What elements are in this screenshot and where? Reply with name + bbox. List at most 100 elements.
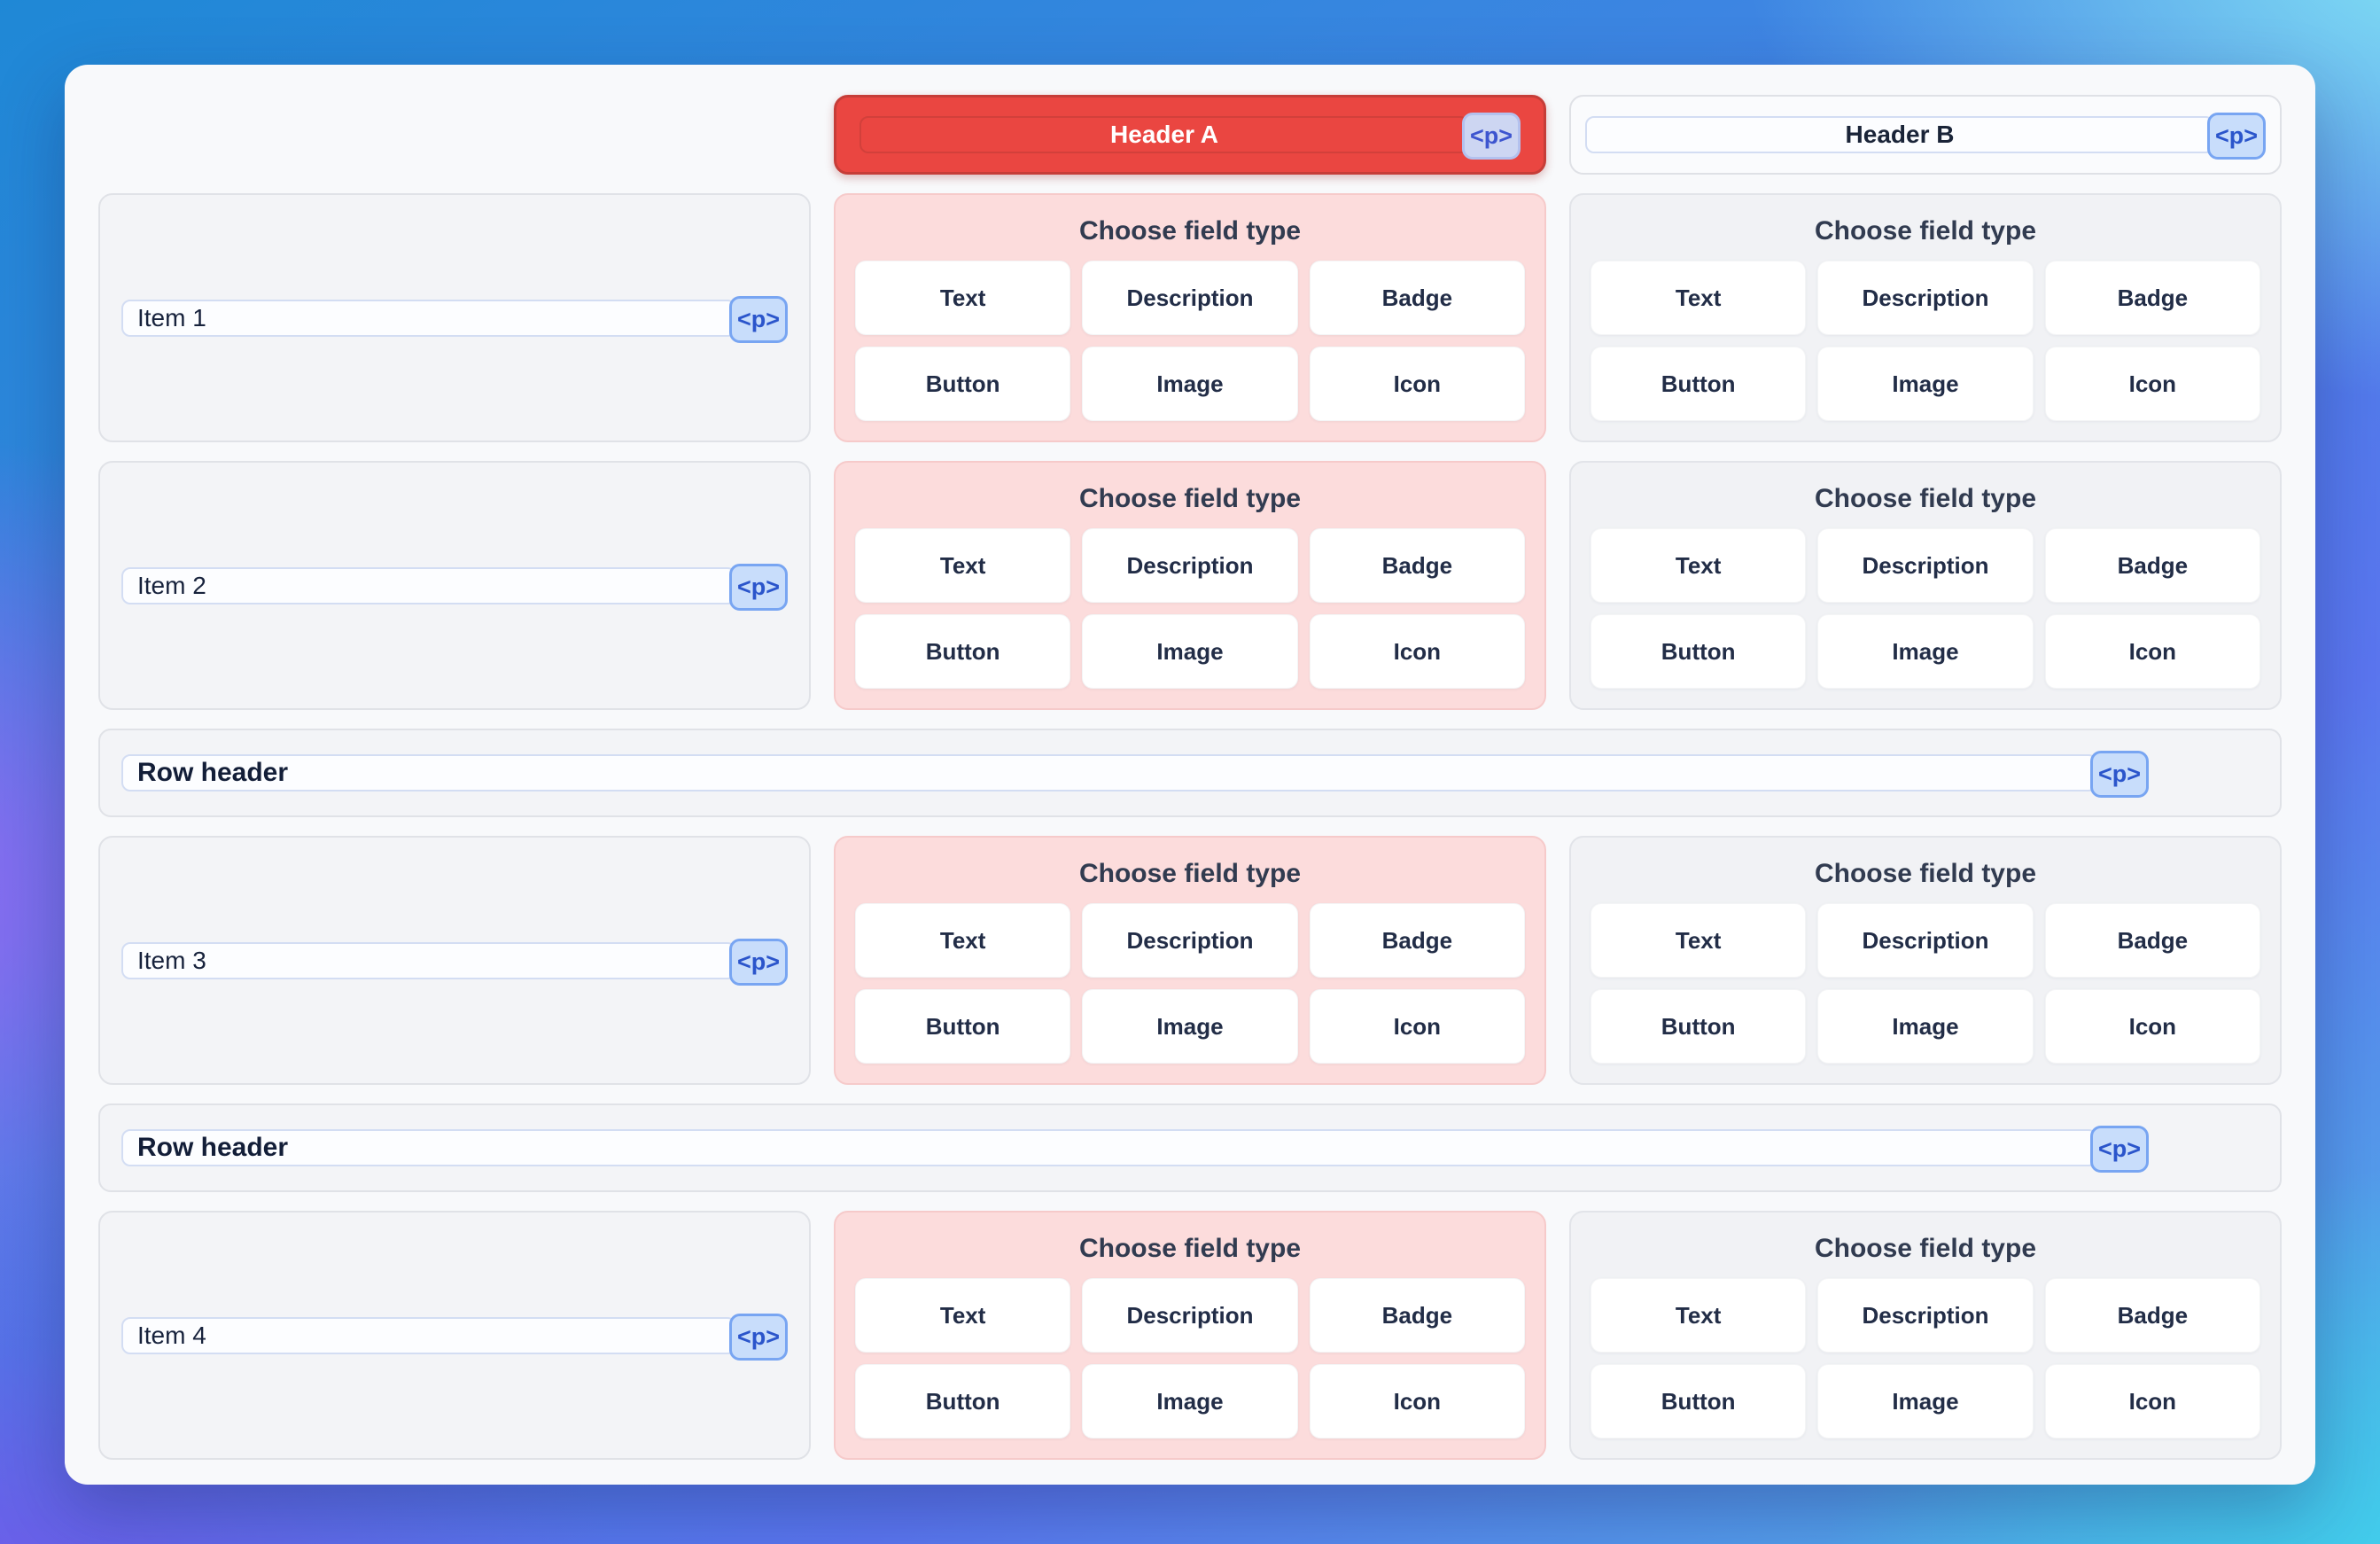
p-tag-badge[interactable]: <p> (729, 295, 788, 343)
item-label-input[interactable] (121, 566, 736, 604)
chooser-title: Choose field type (1078, 859, 1302, 888)
builder-grid: <p> <p> <p> Choose field type TextDescri… (98, 95, 2282, 1460)
row-header-input[interactable] (121, 1129, 2097, 1166)
column-header-a-field: <p> (859, 113, 1521, 160)
field-type-option-text[interactable]: Text (855, 903, 1071, 978)
field-type-option-image[interactable]: Image (1082, 614, 1298, 689)
field-type-option-description[interactable]: Description (1082, 261, 1298, 335)
field-type-option-icon[interactable]: Icon (1309, 989, 1525, 1064)
field-type-option-image[interactable]: Image (1082, 1364, 1298, 1439)
item-card: <p> (98, 836, 811, 1085)
field-type-option-description[interactable]: Description (1817, 528, 2034, 603)
item-label-input[interactable] (121, 299, 736, 337)
field-type-option-icon[interactable]: Icon (1309, 1364, 1525, 1439)
field-type-option-icon[interactable]: Icon (2044, 347, 2260, 421)
field-type-option-button[interactable]: Button (855, 1364, 1071, 1439)
field-type-option-image[interactable]: Image (1817, 347, 2034, 421)
chooser-title: Choose field type (1078, 216, 1302, 246)
builder-canvas: <p> <p> <p> Choose field type TextDescri… (65, 65, 2315, 1485)
field-type-chooser: Choose field type Text Description Badge Bu… (834, 836, 1546, 1085)
field-type-option-icon[interactable]: Icon (1309, 614, 1525, 689)
field-type-options: Text Description Badge Button Image Icon (855, 1278, 1525, 1439)
field-type-chooser: Choose field type Text Description Badge Bu… (834, 1211, 1546, 1460)
field-type-option-description[interactable]: Description (1082, 1278, 1298, 1353)
chooser-title: Choose field type (1814, 1234, 2037, 1263)
field-type-option-badge[interactable]: Badge (1309, 903, 1525, 978)
field-type-option-image[interactable]: Image (1817, 614, 2034, 689)
field-type-option-badge[interactable]: Badge (1309, 1278, 1525, 1353)
field-type-option-text[interactable]: Text (855, 528, 1071, 603)
field-type-options: Text Description Badge Button Image Icon (1591, 528, 2260, 689)
field-type-options: Text Description Badge Button Image Icon (855, 528, 1525, 689)
column-header-b[interactable]: <p> (1569, 95, 2282, 175)
field-type-option-icon[interactable]: Icon (1309, 347, 1525, 421)
field-type-option-text[interactable]: Text (1591, 903, 1807, 978)
field-type-option-badge[interactable]: Badge (2044, 1278, 2260, 1353)
field-type-option-text[interactable]: Text (1591, 261, 1807, 335)
field-type-option-text[interactable]: Text (855, 1278, 1071, 1353)
field-type-option-text[interactable]: Text (1591, 1278, 1807, 1353)
field-type-option-button[interactable]: Button (1591, 614, 1807, 689)
field-type-option-text[interactable]: Text (855, 261, 1071, 335)
field-type-option-description[interactable]: Description (1817, 261, 2034, 335)
item-label-field: <p> (121, 938, 788, 986)
p-tag-badge[interactable]: <p> (729, 1313, 788, 1361)
field-type-option-description[interactable]: Description (1817, 1278, 2034, 1353)
row-header-card: <p> (98, 1103, 2282, 1192)
row-header-input[interactable] (121, 754, 2097, 791)
p-tag-badge[interactable]: <p> (729, 938, 788, 986)
field-type-option-description[interactable]: Description (1082, 528, 1298, 603)
field-type-option-button[interactable]: Button (855, 347, 1071, 421)
field-type-option-image[interactable]: Image (1817, 1364, 2034, 1439)
field-type-option-icon[interactable]: Icon (2044, 989, 2260, 1064)
field-type-option-button[interactable]: Button (1591, 347, 1807, 421)
item-label-input[interactable] (121, 941, 736, 979)
column-header-a[interactable]: <p> (834, 95, 1546, 175)
item-label-field: <p> (121, 563, 788, 611)
chooser-title: Choose field type (1814, 859, 2037, 888)
column-header-b-field: <p> (1585, 113, 2266, 160)
column-header-b-input[interactable] (1585, 116, 2214, 153)
field-type-options: Text Description Badge Button Image Icon (1591, 261, 2260, 421)
field-type-option-button[interactable]: Button (855, 989, 1071, 1064)
item-label-field: <p> (121, 295, 788, 343)
field-type-option-icon[interactable]: Icon (2044, 614, 2260, 689)
field-type-option-button[interactable]: Button (1591, 1364, 1807, 1439)
p-tag-badge[interactable]: <p> (729, 563, 788, 611)
field-type-option-image[interactable]: Image (1082, 347, 1298, 421)
chooser-title: Choose field type (1814, 484, 2037, 513)
field-type-options: Text Description Badge Button Image Icon (855, 903, 1525, 1064)
row-header-card: <p> (98, 729, 2282, 817)
field-type-chooser: Choose field type Text Description Badge Bu… (834, 461, 1546, 710)
column-header-a-input[interactable] (859, 116, 1469, 153)
p-tag-badge[interactable]: <p> (2090, 751, 2149, 798)
field-type-options: Text Description Badge Button Image Icon (1591, 903, 2260, 1064)
field-type-option-button[interactable]: Button (1591, 989, 1807, 1064)
item-label-input[interactable] (121, 1316, 736, 1354)
field-type-option-description[interactable]: Description (1082, 903, 1298, 978)
chooser-title: Choose field type (1814, 216, 2037, 246)
field-type-chooser: Choose field type Text Description Badge Bu… (1569, 1211, 2282, 1460)
field-type-option-badge[interactable]: Badge (2044, 903, 2260, 978)
p-tag-badge[interactable]: <p> (2090, 1126, 2149, 1173)
row-header-field: <p> (121, 1126, 2149, 1173)
field-type-option-badge[interactable]: Badge (2044, 528, 2260, 603)
field-type-chooser: Choose field type Text Description Badge Bu… (1569, 193, 2282, 442)
p-tag-badge[interactable]: <p> (1462, 113, 1521, 160)
field-type-option-text[interactable]: Text (1591, 528, 1807, 603)
field-type-options: Text Description Badge Button Image Icon (855, 261, 1525, 421)
field-type-option-button[interactable]: Button (855, 614, 1071, 689)
field-type-option-icon[interactable]: Icon (2044, 1364, 2260, 1439)
field-type-option-badge[interactable]: Badge (2044, 261, 2260, 335)
p-tag-badge[interactable]: <p> (2207, 113, 2266, 160)
row-header-field: <p> (121, 751, 2149, 798)
item-card: <p> (98, 461, 811, 710)
field-type-option-description[interactable]: Description (1817, 903, 2034, 978)
field-type-chooser: Choose field type Text Description Badge Bu… (1569, 836, 2282, 1085)
field-type-option-badge[interactable]: Badge (1309, 261, 1525, 335)
field-type-option-image[interactable]: Image (1082, 989, 1298, 1064)
field-type-option-badge[interactable]: Badge (1309, 528, 1525, 603)
field-type-option-image[interactable]: Image (1817, 989, 2034, 1064)
item-card: <p> (98, 1211, 811, 1460)
